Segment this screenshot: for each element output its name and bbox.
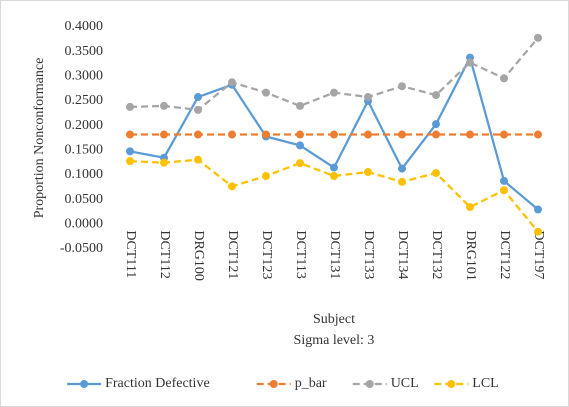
point [194, 93, 202, 102]
point [296, 159, 304, 168]
point [126, 102, 134, 111]
point [432, 169, 440, 178]
x-axis-label: Subject [313, 312, 355, 327]
x-tick-label: DRG100 [191, 230, 206, 281]
point [398, 82, 406, 91]
point [296, 101, 304, 110]
y-tick-label: 0.1500 [65, 143, 104, 158]
x-tick-label: DCT121 [225, 230, 240, 279]
legend-label: p_bar [295, 376, 327, 391]
point [160, 130, 168, 139]
point [194, 155, 202, 164]
y-tick-label: 0.2000 [65, 118, 104, 133]
y-tick-label: 0.0000 [65, 217, 104, 232]
point [228, 130, 236, 139]
point [160, 158, 168, 167]
point [296, 130, 304, 139]
point [432, 91, 440, 100]
x-tick-label: DCT112 [157, 230, 172, 278]
x-tick-label: DCT134 [395, 230, 410, 279]
subtitle: Sigma level: 3 [294, 333, 375, 348]
y-tick-label: 0.2500 [65, 93, 104, 108]
point [330, 88, 338, 97]
point [262, 130, 270, 139]
point [432, 120, 440, 129]
point [228, 182, 236, 191]
point [534, 33, 542, 42]
x-tick-label: DCT123 [259, 230, 274, 279]
point [330, 130, 338, 139]
x-tick-label: DCT113 [293, 230, 308, 278]
point [296, 141, 304, 150]
y-tick-label: 0.3000 [65, 69, 104, 84]
legend-marker [269, 380, 278, 388]
point [126, 157, 134, 166]
x-tick-label: DCT122 [497, 230, 512, 279]
x-tick-label: DCT133 [361, 230, 376, 279]
point [500, 176, 508, 185]
y-tick-label: 0.0500 [65, 192, 104, 207]
point [398, 177, 406, 186]
point [398, 164, 406, 173]
point [262, 171, 270, 180]
x-tick-label: DRG101 [463, 230, 478, 281]
point [160, 101, 168, 110]
legend-marker [80, 380, 89, 388]
legend-label: Fraction Defective [105, 376, 210, 391]
x-tick-label: DCT111 [123, 230, 138, 278]
point [364, 93, 372, 102]
point [466, 203, 474, 212]
y-tick-label: -0.0500 [60, 241, 103, 256]
legend-marker [365, 380, 374, 388]
x-tick-label: DCT197 [531, 230, 546, 279]
point [500, 74, 508, 83]
point [398, 130, 406, 139]
point [194, 105, 202, 114]
y-tick-label: 0.4000 [65, 19, 104, 34]
point [364, 168, 372, 177]
y-axis-label: Proportion Nonconformance [32, 58, 47, 219]
x-tick-label: DCT132 [429, 230, 444, 279]
point [262, 88, 270, 97]
point [500, 186, 508, 195]
point [432, 130, 440, 139]
point [466, 58, 474, 67]
legend-label: UCL [391, 376, 419, 391]
point [330, 171, 338, 180]
point [534, 205, 542, 214]
point [364, 130, 372, 139]
point [194, 130, 202, 139]
point [330, 163, 338, 172]
point [466, 130, 474, 139]
x-tick-label: DCT131 [327, 230, 342, 279]
y-tick-label: 0.1000 [65, 167, 104, 182]
legend-marker [447, 380, 456, 388]
point [126, 147, 134, 156]
point [126, 130, 134, 139]
point [534, 130, 542, 139]
legend-label: LCL [472, 376, 498, 391]
point [228, 78, 236, 87]
point [534, 227, 542, 236]
y-tick-label: 0.3500 [65, 44, 104, 59]
point [500, 130, 508, 139]
